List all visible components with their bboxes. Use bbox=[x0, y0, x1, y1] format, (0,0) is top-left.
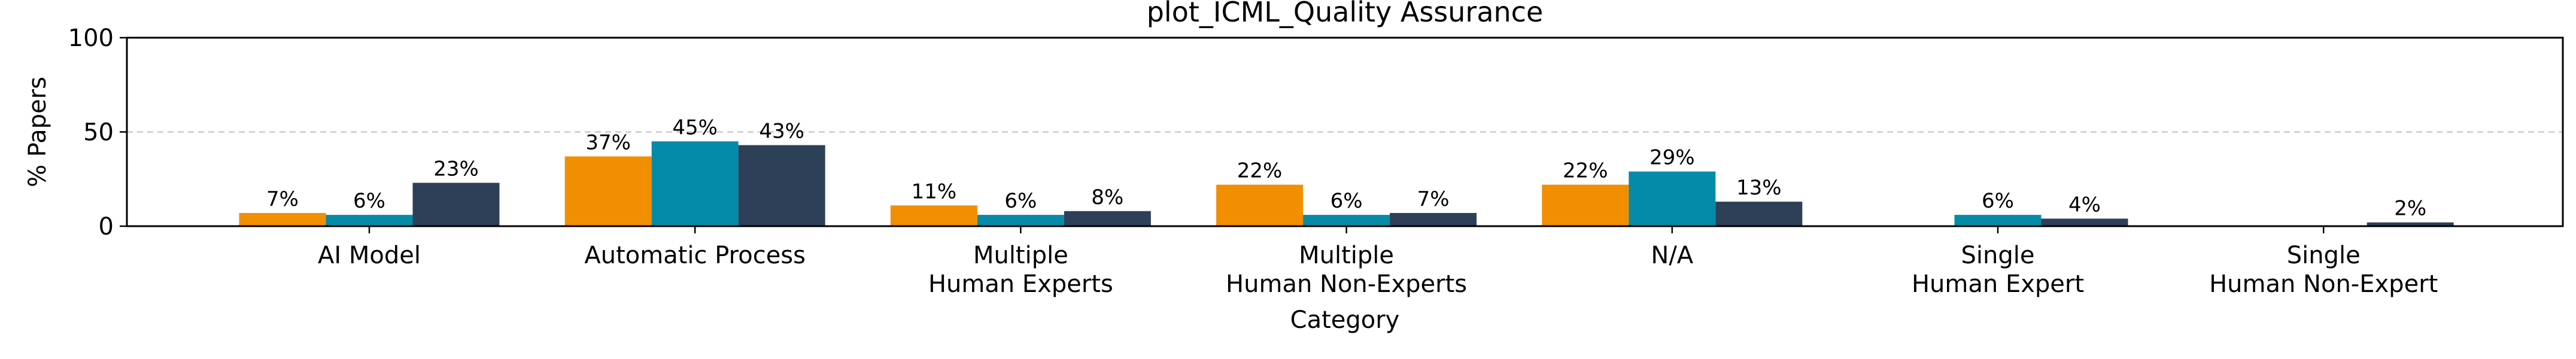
y-tick-label: 0 bbox=[99, 213, 114, 241]
bar-value-label: 2% bbox=[2394, 197, 2426, 221]
bar bbox=[1390, 212, 1477, 226]
bar-value-label: 45% bbox=[672, 115, 718, 139]
bar-value-label: 7% bbox=[1417, 187, 1450, 211]
bar-value-label: 22% bbox=[1563, 159, 1608, 183]
bar-value-label: 29% bbox=[1650, 146, 1695, 170]
bar-value-label: 8% bbox=[1091, 185, 1123, 209]
bar bbox=[1064, 211, 1151, 226]
bar-value-label: 4% bbox=[2068, 193, 2101, 217]
bar-value-label: 6% bbox=[1330, 189, 1363, 213]
bar bbox=[738, 145, 825, 226]
y-axis: 0 50 100 bbox=[68, 25, 127, 241]
bar-value-label: 6% bbox=[353, 189, 385, 213]
bar bbox=[1216, 184, 1304, 226]
bar bbox=[1715, 202, 1803, 226]
bar bbox=[412, 182, 500, 226]
bar-value-label: 43% bbox=[759, 120, 804, 144]
x-tick-label: Single Human Non-Expert bbox=[2209, 242, 2438, 298]
bar bbox=[1629, 171, 1716, 226]
bars-layer bbox=[239, 141, 2454, 226]
bar-value-label: 11% bbox=[912, 180, 957, 203]
x-tick-label: Single Human Expert bbox=[1912, 242, 2084, 298]
x-tick-label: Automatic Process bbox=[584, 242, 806, 269]
bar bbox=[890, 205, 977, 226]
y-tick-label: 50 bbox=[83, 119, 114, 147]
bar bbox=[1954, 215, 2042, 226]
bar bbox=[564, 156, 652, 226]
bar-value-label: 6% bbox=[1982, 189, 2014, 213]
bar-value-label: 37% bbox=[585, 130, 631, 154]
bar bbox=[977, 215, 1064, 226]
bar-value-label: 7% bbox=[266, 187, 299, 211]
x-tick-label: Multiple Human Non-Experts bbox=[1226, 242, 1467, 298]
bar-labels-layer: 7% 6% 23% 37% 45% 43% 11% 6% 8% 22% 6% 7% 22% 29% 13% 6… bbox=[266, 115, 2426, 220]
chart-title: plot_ICML_Quality Assurance bbox=[1147, 0, 1544, 28]
bar bbox=[651, 141, 739, 226]
x-axis: AI Model Automatic Process Multiple Human E… bbox=[318, 226, 2438, 298]
bar bbox=[2041, 218, 2128, 226]
y-tick-label: 100 bbox=[68, 25, 114, 52]
bar bbox=[1303, 215, 1390, 226]
bar-value-label: 22% bbox=[1237, 159, 1283, 183]
x-tick-label: N/A bbox=[1651, 242, 1693, 269]
bar-value-label: 23% bbox=[433, 157, 479, 181]
bar-value-label: 13% bbox=[1736, 176, 1782, 200]
x-axis-label: Category bbox=[1290, 306, 1400, 334]
bar-value-label: 6% bbox=[1004, 189, 1037, 213]
y-axis-label: % Papers bbox=[24, 77, 51, 187]
bar bbox=[326, 215, 413, 226]
bar bbox=[239, 212, 326, 226]
bar bbox=[2367, 222, 2454, 226]
bar bbox=[1542, 184, 1629, 226]
x-tick-label: AI Model bbox=[318, 242, 421, 269]
x-tick-label: Multiple Human Experts bbox=[928, 242, 1113, 298]
